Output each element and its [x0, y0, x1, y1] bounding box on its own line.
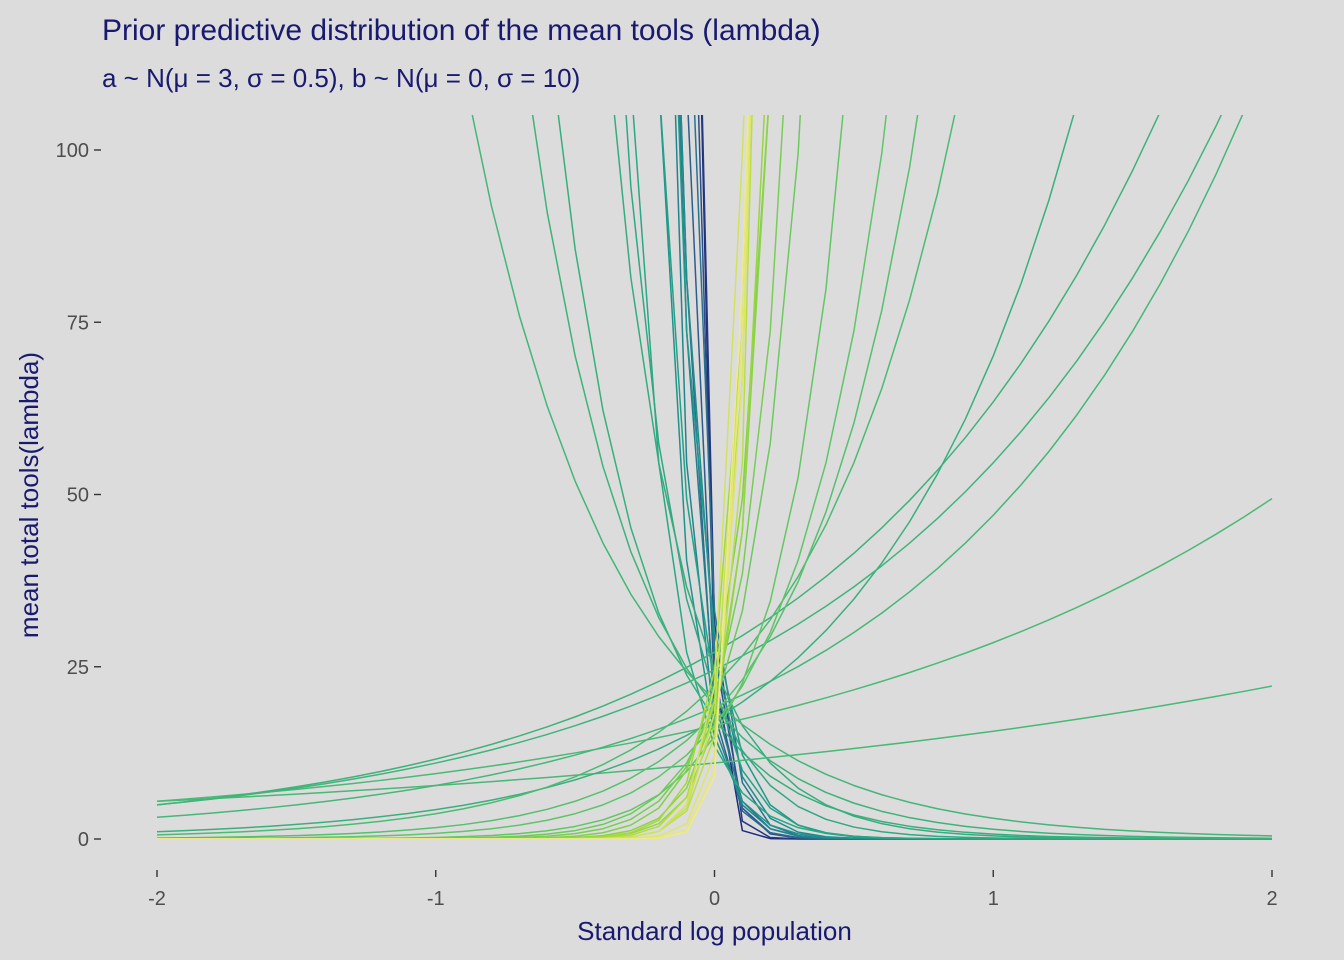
x-tick-label: 0: [709, 888, 720, 910]
chart-title: Prior predictive distribution of the mea…: [102, 14, 821, 47]
y-tick-label: 25: [67, 657, 89, 679]
x-axis-title: Standard log population: [577, 916, 852, 946]
x-axis: -2 -1 0 1 2: [148, 870, 1278, 910]
y-axis: 0 25 50 75 100: [56, 140, 101, 851]
y-tick-label: 0: [78, 829, 89, 851]
series-line-22: [156, 115, 1160, 806]
y-tick-label: 100: [56, 140, 89, 162]
x-tick-label: -2: [148, 888, 166, 910]
x-tick-label: 2: [1266, 888, 1277, 910]
y-axis-title: mean total tools(lambda): [14, 352, 44, 638]
series-line-41: [157, 115, 749, 840]
x-tick-label: -1: [427, 888, 445, 910]
series-lines: [156, 115, 1273, 840]
y-tick-label: 50: [67, 485, 89, 507]
x-tick-label: 1: [988, 888, 999, 910]
chart-subtitle: a ~ N(μ = 3, σ = 0.5), b ~ N(μ = 0, σ = …: [102, 63, 580, 93]
series-line-37: [157, 115, 751, 840]
series-line-23: [156, 115, 1075, 833]
y-tick-label: 75: [67, 312, 89, 334]
